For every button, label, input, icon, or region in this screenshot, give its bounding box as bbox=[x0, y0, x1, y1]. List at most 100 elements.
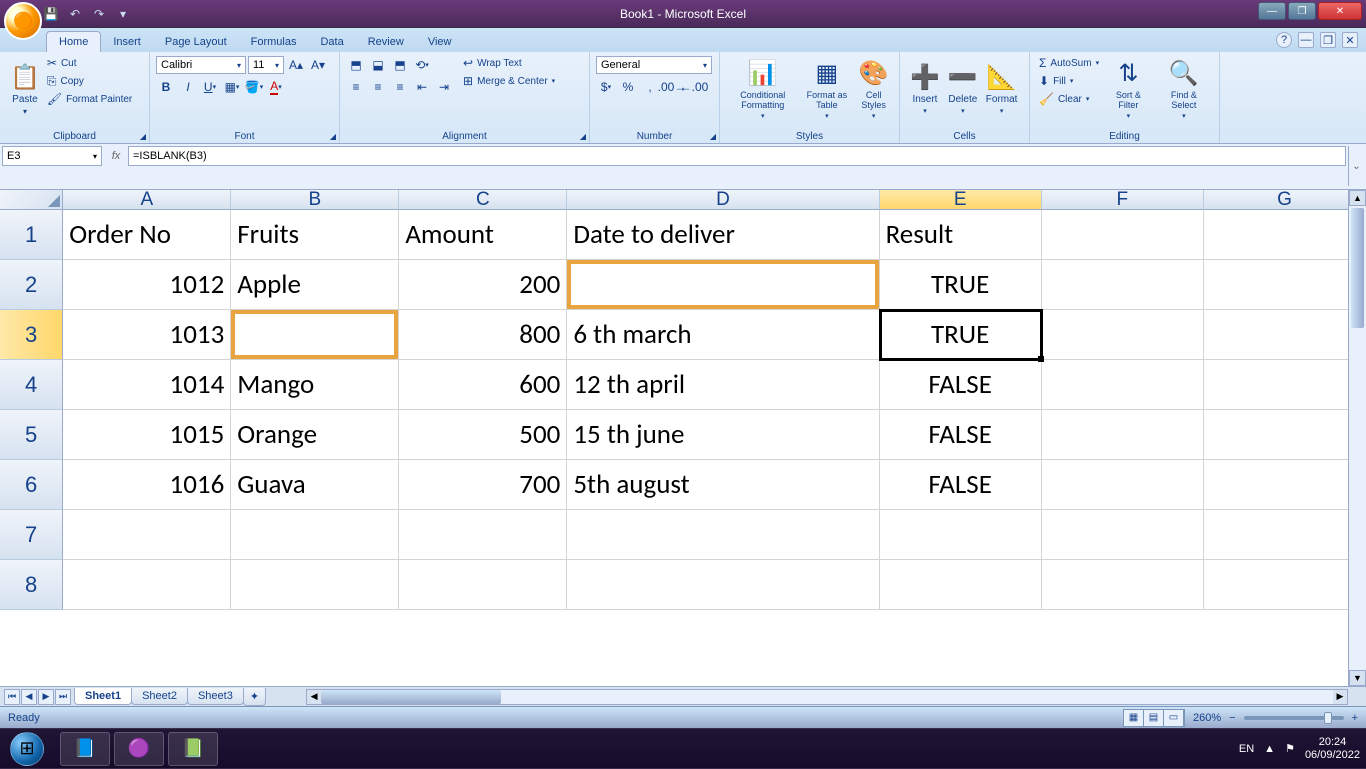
view-break-icon[interactable]: ▭ bbox=[1164, 710, 1184, 726]
tab-insert[interactable]: Insert bbox=[101, 32, 153, 52]
cell-C6[interactable]: 700 bbox=[399, 460, 567, 510]
cell-F1[interactable] bbox=[1042, 210, 1204, 260]
cell-B1[interactable]: Fruits bbox=[231, 210, 399, 260]
sheet-tab-2[interactable]: Sheet2 bbox=[131, 688, 188, 705]
cell-C5[interactable]: 500 bbox=[399, 410, 567, 460]
cell-F5[interactable] bbox=[1042, 410, 1204, 460]
column-header-D[interactable]: D bbox=[567, 190, 879, 210]
zoom-in-icon[interactable]: + bbox=[1352, 712, 1358, 724]
ribbon-min-icon[interactable]: — bbox=[1298, 32, 1314, 48]
shrink-font-icon[interactable]: A▾ bbox=[308, 55, 328, 75]
cell-E4[interactable]: FALSE bbox=[880, 360, 1042, 410]
row-header-2[interactable]: 2 bbox=[0, 260, 63, 310]
zoom-level[interactable]: 260% bbox=[1193, 712, 1221, 724]
sheet-prev-icon[interactable]: ◀ bbox=[21, 689, 37, 705]
delete-cells-button[interactable]: ➖Delete▾ bbox=[944, 54, 982, 124]
font-name-select[interactable]: Calibri▾ bbox=[156, 56, 246, 74]
tray-up-icon[interactable]: ▲ bbox=[1264, 743, 1275, 755]
cell-G8[interactable] bbox=[1204, 560, 1366, 610]
grow-font-icon[interactable]: A▴ bbox=[286, 55, 306, 75]
align-right-icon[interactable]: ≡ bbox=[390, 77, 410, 97]
row-header-6[interactable]: 6 bbox=[0, 460, 63, 510]
cell-C4[interactable]: 600 bbox=[399, 360, 567, 410]
cell-A5[interactable]: 1015 bbox=[63, 410, 231, 460]
tab-formulas[interactable]: Formulas bbox=[239, 32, 309, 52]
cell-D2[interactable] bbox=[567, 260, 879, 310]
cell-G2[interactable] bbox=[1204, 260, 1366, 310]
cell-B4[interactable]: Mango bbox=[231, 360, 399, 410]
cell-A6[interactable]: 1016 bbox=[63, 460, 231, 510]
tab-page-layout[interactable]: Page Layout bbox=[153, 32, 239, 52]
cell-B2[interactable]: Apple bbox=[231, 260, 399, 310]
conditional-formatting-button[interactable]: 📊Conditional Formatting▾ bbox=[726, 54, 800, 124]
row-header-8[interactable]: 8 bbox=[0, 560, 63, 610]
dialog-launcher-icon[interactable]: ◢ bbox=[330, 132, 336, 141]
zoom-knob[interactable] bbox=[1324, 712, 1332, 724]
scroll-down-icon[interactable]: ▼ bbox=[1349, 670, 1366, 686]
maximize-button[interactable]: ❐ bbox=[1288, 2, 1316, 20]
tray-lang[interactable]: EN bbox=[1239, 743, 1254, 755]
taskbar-app-icon[interactable]: 🟣 bbox=[114, 732, 164, 766]
format-cells-button[interactable]: 📐Format▾ bbox=[982, 54, 1022, 124]
tab-home[interactable]: Home bbox=[46, 31, 101, 52]
cell-F6[interactable] bbox=[1042, 460, 1204, 510]
cell-G6[interactable] bbox=[1204, 460, 1366, 510]
cell-A3[interactable]: 1013 bbox=[63, 310, 231, 360]
cell-A4[interactable]: 1014 bbox=[63, 360, 231, 410]
row-header-7[interactable]: 7 bbox=[0, 510, 63, 560]
sheet-next-icon[interactable]: ▶ bbox=[38, 689, 54, 705]
format-as-table-button[interactable]: ▦Format as Table▾ bbox=[800, 54, 855, 124]
orientation-icon[interactable]: ⟲▾ bbox=[412, 55, 432, 75]
indent-dec-icon[interactable]: ⇤ bbox=[412, 77, 432, 97]
taskbar-word-icon[interactable]: 📘 bbox=[60, 732, 110, 766]
cell-B6[interactable]: Guava bbox=[231, 460, 399, 510]
dec-decimal-icon[interactable]: ←.00 bbox=[684, 77, 704, 97]
underline-button[interactable]: U▾ bbox=[200, 77, 220, 97]
clear-button[interactable]: 🧹Clear▾ bbox=[1036, 90, 1102, 108]
column-header-G[interactable]: G bbox=[1204, 190, 1366, 210]
sort-filter-button[interactable]: ⇅Sort & Filter▾ bbox=[1102, 54, 1155, 124]
insert-cells-button[interactable]: ➕Insert▾ bbox=[906, 54, 944, 124]
column-header-B[interactable]: B bbox=[231, 190, 399, 210]
cell-B5[interactable]: Orange bbox=[231, 410, 399, 460]
tab-review[interactable]: Review bbox=[356, 32, 416, 52]
scroll-up-icon[interactable]: ▲ bbox=[1349, 190, 1366, 206]
cell-E2[interactable]: TRUE bbox=[880, 260, 1042, 310]
formula-input[interactable]: =ISBLANK(B3) bbox=[128, 146, 1346, 166]
qat-customize-icon[interactable]: ▾ bbox=[112, 3, 134, 25]
cell-styles-button[interactable]: 🎨Cell Styles▾ bbox=[854, 54, 893, 124]
cell-E8[interactable] bbox=[880, 560, 1042, 610]
font-size-select[interactable]: 11▾ bbox=[248, 56, 284, 74]
cell-D7[interactable] bbox=[567, 510, 879, 560]
autosum-button[interactable]: ΣAutoSum▾ bbox=[1036, 54, 1102, 72]
column-header-C[interactable]: C bbox=[399, 190, 567, 210]
merge-center-button[interactable]: ⊞Merge & Center▾ bbox=[460, 72, 558, 90]
cell-G7[interactable] bbox=[1204, 510, 1366, 560]
sheet-first-icon[interactable]: ⏮ bbox=[4, 689, 20, 705]
percent-icon[interactable]: % bbox=[618, 77, 638, 97]
tab-data[interactable]: Data bbox=[308, 32, 355, 52]
tray-clock[interactable]: 20:24 06/09/2022 bbox=[1305, 736, 1360, 762]
column-header-A[interactable]: A bbox=[63, 190, 231, 210]
name-box[interactable]: E3▾ bbox=[2, 146, 102, 166]
cell-B3[interactable] bbox=[231, 310, 399, 360]
column-header-E[interactable]: E bbox=[880, 190, 1042, 210]
copy-button[interactable]: ⎘Copy bbox=[44, 72, 135, 90]
border-button[interactable]: ▦▾ bbox=[222, 77, 242, 97]
office-button[interactable]: 🟠 bbox=[4, 2, 42, 40]
cell-A1[interactable]: Order No bbox=[63, 210, 231, 260]
sheet-tab-1[interactable]: Sheet1 bbox=[74, 688, 132, 705]
bold-button[interactable]: B bbox=[156, 77, 176, 97]
cell-G4[interactable] bbox=[1204, 360, 1366, 410]
close-button[interactable]: ✕ bbox=[1318, 2, 1362, 20]
cell-G3[interactable] bbox=[1204, 310, 1366, 360]
cell-D5[interactable]: 15 th june bbox=[567, 410, 879, 460]
cell-E3[interactable]: TRUE bbox=[880, 310, 1042, 360]
fill-color-button[interactable]: 🪣▾ bbox=[244, 77, 264, 97]
row-header-4[interactable]: 4 bbox=[0, 360, 63, 410]
qat-undo-icon[interactable]: ↶ bbox=[64, 3, 86, 25]
select-all-corner[interactable] bbox=[0, 190, 63, 210]
expand-formula-bar-icon[interactable]: ⌄ bbox=[1348, 146, 1364, 186]
cell-A7[interactable] bbox=[63, 510, 231, 560]
cell-C3[interactable]: 800 bbox=[399, 310, 567, 360]
